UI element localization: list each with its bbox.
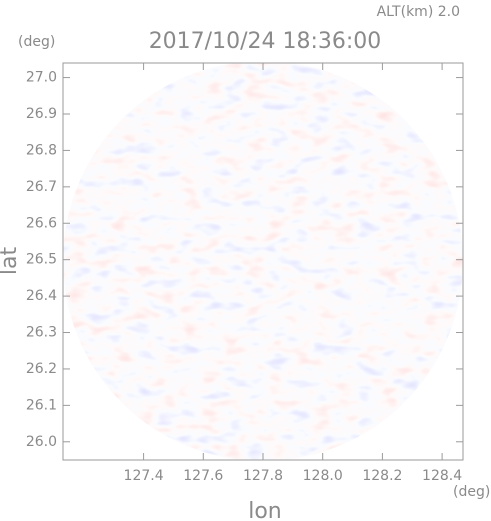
y-tick-label: 26.4 (26, 288, 57, 304)
y-tick-label: 26.3 (26, 325, 57, 341)
y-tick-label: 26.6 (26, 215, 57, 231)
y-tick-label: 26.1 (26, 397, 57, 413)
x-tick-label: 128.4 (422, 468, 462, 484)
x-unit: (deg) (453, 484, 490, 500)
annotation: ALT(km) 2.0 (377, 4, 460, 20)
x-tick-label: 128.2 (362, 468, 402, 484)
y-tick-label: 26.2 (26, 361, 57, 377)
y-tick-label: 27.0 (26, 70, 57, 86)
y-tick-label: 26.7 (26, 179, 57, 195)
y-unit: (deg) (18, 34, 55, 50)
y-tick-label: 26.0 (26, 434, 57, 450)
y-tick-label: 26.5 (26, 252, 57, 268)
y-tick-label: 26.8 (26, 142, 57, 158)
x-tick-label: 127.8 (243, 468, 283, 484)
x-tick-label: 128.0 (303, 468, 343, 484)
x-tick-label: 127.6 (183, 468, 223, 484)
y-tick-label: 26.9 (26, 106, 57, 122)
radar-field (63, 63, 463, 460)
chart-title: 2017/10/24 18:36:00 (149, 29, 382, 54)
x-axis-label: lon (248, 499, 282, 521)
x-tick-label: 127.4 (124, 468, 164, 484)
y-axis-label: lat (0, 247, 22, 276)
